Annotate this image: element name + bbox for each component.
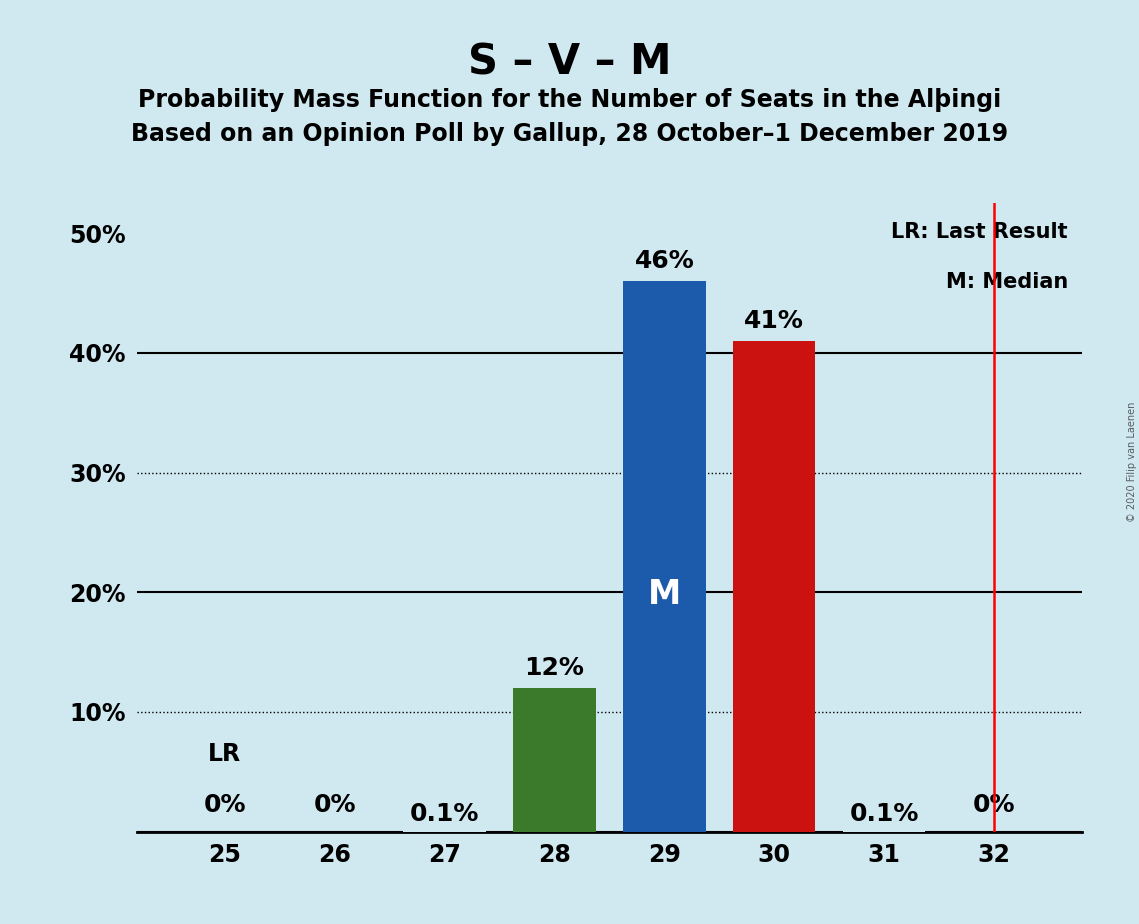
Text: S – V – M: S – V – M [468,42,671,83]
Text: 0.1%: 0.1% [410,802,480,826]
Text: M: Median: M: Median [945,273,1068,292]
Text: LR: LR [208,742,241,766]
Text: 41%: 41% [744,309,804,333]
Text: 0.1%: 0.1% [850,802,919,826]
Bar [843,831,925,832]
Text: © 2020 Filip van Laenen: © 2020 Filip van Laenen [1126,402,1137,522]
Text: 0%: 0% [204,793,246,817]
Text: 12%: 12% [524,656,584,680]
Text: 0%: 0% [313,793,355,817]
Bar [514,688,596,832]
Bar [403,831,485,832]
Text: LR: Last Result: LR: Last Result [891,222,1068,242]
Text: Based on an Opinion Poll by Gallup, 28 October–1 December 2019: Based on an Opinion Poll by Gallup, 28 O… [131,122,1008,146]
Text: 0%: 0% [973,793,1015,817]
Text: 46%: 46% [634,249,694,273]
Text: M: M [648,578,681,612]
Text: Probability Mass Function for the Number of Seats in the Alþingi: Probability Mass Function for the Number… [138,88,1001,112]
Bar [734,341,816,832]
Bar [623,281,705,832]
